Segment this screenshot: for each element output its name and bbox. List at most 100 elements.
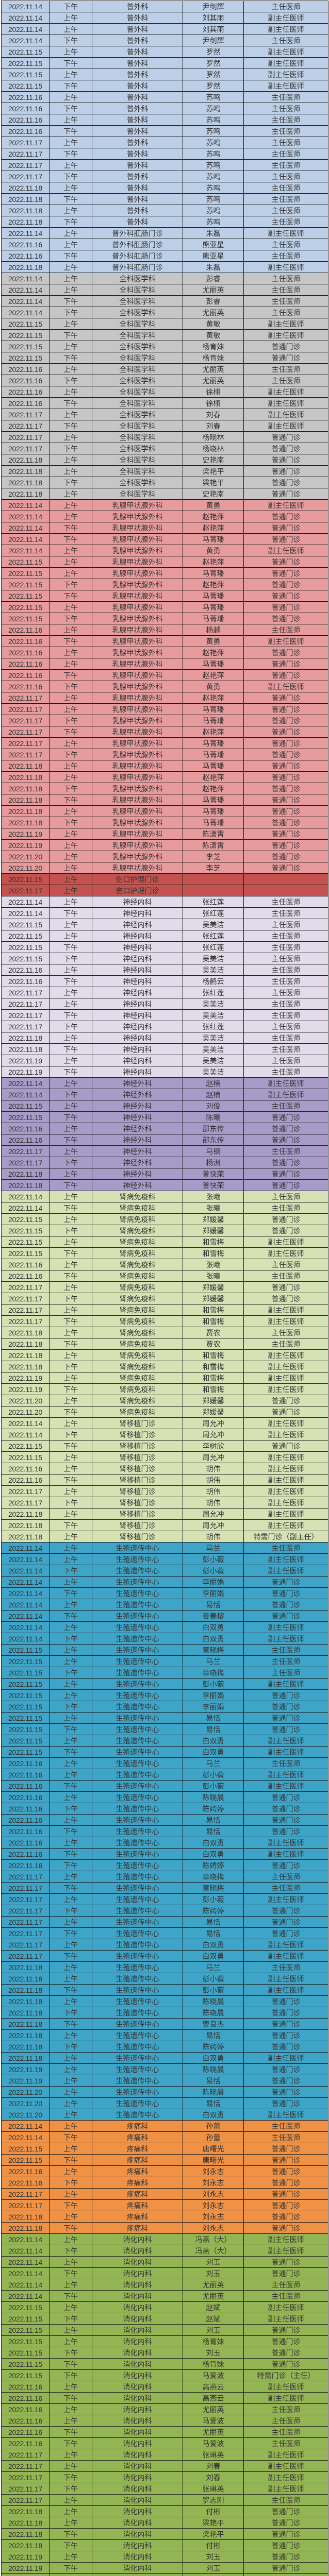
cell-department: 全科医学科 — [92, 420, 183, 431]
cell-session: 下午 — [50, 1180, 92, 1191]
cell-session: 下午 — [50, 1588, 92, 1599]
cell-title: 主任医师 — [244, 1, 328, 12]
cell-doctor: 陈晓晨 — [183, 1792, 244, 1803]
cell-department: 肾病免疫科 — [92, 1338, 183, 1349]
cell-department: 生殖遗传中心 — [92, 2041, 183, 2052]
cell-department: 普外科 — [92, 216, 183, 227]
table-row: 2022.11.18 上午 生殖遗传中心 马兰 主任医师 — [2, 1962, 328, 1973]
cell-session: 上午 — [50, 930, 92, 941]
cell-department: 乳腺甲状腺外科 — [92, 613, 183, 624]
cell-department: 普外科 — [92, 12, 183, 23]
table-row: 2022.11.14 上午 神经内科 张红莲 主任医师 — [2, 896, 328, 908]
cell-session: 下午 — [50, 1044, 92, 1055]
cell-department: 疼痛科 — [92, 2177, 183, 2188]
cell-title: 副主任医师 — [244, 1486, 328, 1497]
cell-title: 普通门诊 — [244, 817, 328, 828]
table-row: 2022.11.14 上午 乳腺甲状腺外科 赵艳萍 普通门诊 — [2, 511, 328, 522]
cell-doctor: 章晓梅 — [183, 1871, 244, 1882]
cell-session: 下午 — [50, 1202, 92, 1213]
cell-session: 上午 — [50, 772, 92, 783]
cell-date: 2022.11.15 — [2, 953, 50, 964]
cell-doctor: 吴美洁 — [183, 1032, 244, 1043]
cell-department: 消化内科 — [92, 2472, 183, 2483]
cell-title: 副主任医师 — [244, 46, 328, 57]
cell-date: 2022.11.18 — [2, 806, 50, 817]
cell-date: 2022.11.16 — [2, 1826, 50, 1837]
cell-department: 乳腺甲状腺外科 — [92, 556, 183, 567]
cell-department: 神经内科 — [92, 942, 183, 953]
cell-doctor: 杨育妹 — [183, 352, 244, 363]
cell-title: 主任医师 — [244, 2291, 328, 2301]
cell-department: 消化内科 — [92, 2302, 183, 2313]
cell-date: 2022.11.16 — [2, 386, 50, 397]
cell-title: 普通门诊 — [244, 1713, 328, 1723]
cell-doctor: 梁艳平 — [183, 466, 244, 477]
cell-title: 普通门诊 — [244, 579, 328, 590]
cell-department: 普外科 — [92, 194, 183, 205]
cell-date: 2022.11.14 — [2, 545, 50, 556]
cell-title: 副主任医师 — [244, 420, 328, 431]
cell-doctor: 刘俊 — [183, 1100, 244, 1111]
table-row: 2022.11.14 上午 乳腺甲状腺外科 黄勇 副主任医师 — [2, 500, 328, 511]
cell-session: 下午 — [50, 2563, 92, 2573]
cell-department: 生殖遗传中心 — [92, 1905, 183, 1916]
cell-title: 副主任医师 — [244, 1361, 328, 1372]
cell-department: 消化内科 — [92, 2268, 183, 2279]
cell-doctor — [183, 885, 244, 896]
cell-date: 2022.11.17 — [2, 443, 50, 454]
table-row: 2022.11.16 下午 消化内科 尤丽英 主任医师 — [2, 2427, 328, 2438]
cell-date: 2022.11.17 — [2, 1282, 50, 1293]
cell-doctor: 马菁璠 — [183, 534, 244, 545]
table-row: 2022.11.14 上午 全科医学科 尤丽英 主任医师 — [2, 284, 328, 296]
cell-doctor: 吴美洁 — [183, 964, 244, 975]
cell-title: 副主任医师 — [244, 1849, 328, 1859]
cell-department: 消化内科 — [92, 2551, 183, 2562]
cell-department: 生殖遗传中心 — [92, 2007, 183, 2018]
cell-department: 普外科肛肠门诊 — [92, 228, 183, 239]
cell-date: 2022.11.15 — [2, 1214, 50, 1225]
cell-doctor: 马菁璠 — [183, 704, 244, 715]
cell-department: 乳腺甲状腺外科 — [92, 522, 183, 533]
table-row: 2022.11.16 下午 消化内科 高燕云 副主任医师 — [2, 2393, 328, 2404]
table-row: 2022.11.15 上午 生殖遗传中心 马兰 主任医师 — [2, 1656, 328, 1667]
cell-date: 2022.11.17 — [2, 409, 50, 420]
cell-doctor: 和雪梅 — [183, 1361, 244, 1372]
cell-department: 消化内科 — [92, 2574, 183, 2576]
cell-title: 主任医师 — [244, 2279, 328, 2290]
cell-title: 主任医师 — [244, 2438, 328, 2449]
cell-title: 主任医师 — [244, 998, 328, 1009]
cell-title: 普通门诊 — [244, 862, 328, 873]
cell-department: 乳腺甲状腺外科 — [92, 817, 183, 828]
cell-date: 2022.11.19 — [2, 2075, 50, 2086]
cell-title: 普通门诊 — [244, 806, 328, 817]
cell-doctor: 易恬 — [183, 1815, 244, 1825]
cell-date: 2022.11.17 — [2, 1316, 50, 1327]
cell-date: 2022.11.18 — [2, 1996, 50, 2007]
cell-title: 主任医师 — [244, 92, 328, 103]
cell-date: 2022.11.16 — [2, 1815, 50, 1825]
cell-session: 下午 — [50, 1134, 92, 1145]
cell-title: 副主任医师 — [244, 1633, 328, 1644]
table-row: 2022.11.15 上午 消化内科 杨育妹 普通门诊 — [2, 2336, 328, 2347]
cell-department: 生殖遗传中心 — [92, 2064, 183, 2075]
cell-doctor: 白双勇 — [183, 1633, 244, 1644]
table-row: 2022.11.17 上午 全科医学科 刘春 副主任医师 — [2, 409, 328, 420]
cell-date: 2022.11.15 — [2, 2336, 50, 2347]
cell-doctor: 张红莲 — [183, 896, 244, 907]
cell-department: 普外科肛肠门诊 — [92, 239, 183, 250]
table-row: 2022.11.15 下午 消化内科 赵斌 副主任医师 — [2, 2313, 328, 2325]
cell-department: 全科医学科 — [92, 318, 183, 329]
cell-date: 2022.11.18 — [2, 488, 50, 499]
table-row: 2022.11.14 上午 乳腺甲状腺外科 黄勇 副主任医师 — [2, 545, 328, 556]
cell-doctor: 刘春 — [183, 2461, 244, 2471]
cell-title: 普通门诊 — [244, 1905, 328, 1916]
cell-doctor: 罗志刚 — [183, 2495, 244, 2505]
cell-session: 上午 — [50, 2189, 92, 2199]
table-row: 2022.11.14 下午 生殖遗传中心 白双勇 副主任医师 — [2, 1633, 328, 1645]
cell-doctor: 陈娉婷 — [183, 2041, 244, 2052]
cell-department: 疼痛科 — [92, 2143, 183, 2154]
cell-date: 2022.11.17 — [2, 1917, 50, 1927]
cell-date: 2022.11.15 — [2, 930, 50, 941]
cell-doctor: 张曦 — [183, 1202, 244, 1213]
cell-title: 普通门诊 — [244, 2200, 328, 2211]
